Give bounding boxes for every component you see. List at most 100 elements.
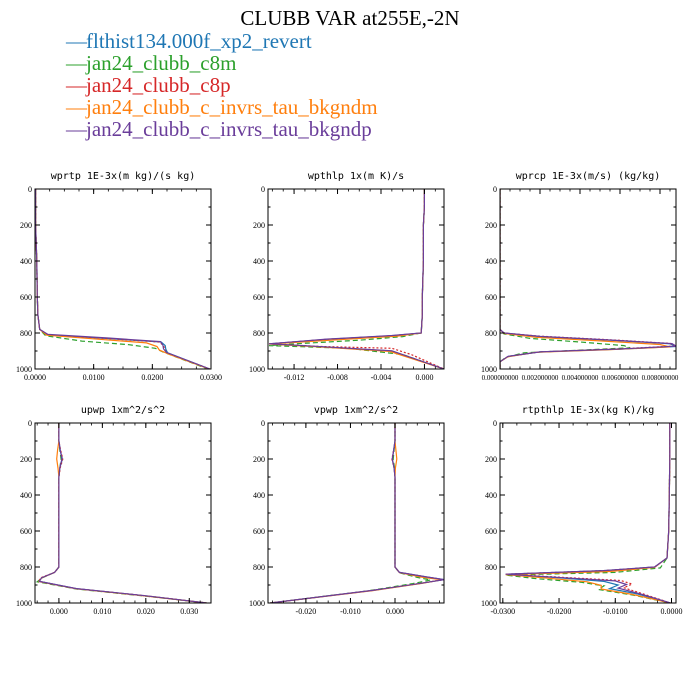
x-tick-label: 0.004000000 xyxy=(562,374,599,382)
y-tick-label: 400 xyxy=(253,257,265,266)
y-tick-label: 600 xyxy=(485,527,497,536)
x-tick-label: 0.0000 xyxy=(24,373,46,382)
x-tick-label: 0.0300 xyxy=(200,373,222,382)
chart-panel: upwp 1xm^2/s^2 0 200 400 600 800 1000 0.000 0.01… xyxy=(16,405,212,616)
y-tick-label: 600 xyxy=(20,293,32,302)
x-tick-label: 0.000 xyxy=(415,373,433,382)
legend-label: jan24_clubb_c_invrs_tau_bkgndm xyxy=(86,95,378,119)
series-line xyxy=(500,189,676,369)
y-tick-label: 0 xyxy=(261,419,265,428)
legend-label: jan24_clubb_c8p xyxy=(86,73,231,97)
legend-line: — xyxy=(66,29,87,53)
y-tick-label: 600 xyxy=(485,293,497,302)
y-tick-label: 800 xyxy=(20,329,32,338)
y-tick-label: 200 xyxy=(485,221,497,230)
series-line xyxy=(270,423,431,603)
y-tick-label: 800 xyxy=(485,329,497,338)
panel-title: rtpthlp 1E-3x(kg K)/kg xyxy=(522,405,654,416)
series-line xyxy=(38,423,207,603)
x-tick-label: 0.020 xyxy=(137,607,155,616)
legend-label: jan24_clubb_c_invrs_tau_bkgndp xyxy=(86,117,372,141)
x-tick-label: 0.000 xyxy=(50,607,68,616)
y-tick-label: 400 xyxy=(20,257,32,266)
x-tick-label: 0.002000000 xyxy=(522,374,559,382)
x-tick-label: -0.0200 xyxy=(547,607,572,616)
x-tick-label: -0.010 xyxy=(340,607,361,616)
y-tick-label: 800 xyxy=(253,563,265,572)
series-group xyxy=(505,423,671,603)
series-line xyxy=(270,423,442,603)
x-tick-label: -0.0100 xyxy=(603,607,628,616)
series-line xyxy=(505,423,671,603)
chart-panel: wpthlp 1x(m K)/s 0 200 400 600 800 1000 -0.012 -… xyxy=(249,171,445,382)
panel-title: wprcp 1E-3x(m/s) (kg/kg) xyxy=(516,171,661,182)
y-tick-label: 200 xyxy=(20,455,32,464)
chart-panel: rtpthlp 1E-3x(kg K)/kg02004006008001000-… xyxy=(481,405,683,616)
y-tick-label: 600 xyxy=(20,527,32,536)
legend-item: —jan24_clubb_c_invrs_tau_bkgndm xyxy=(66,96,378,118)
legend-line: — xyxy=(66,73,87,97)
y-tick-label: 0 xyxy=(261,185,265,194)
y-tick-label: 400 xyxy=(253,491,265,500)
y-tick-label: 1000 xyxy=(481,599,497,608)
legend-item: —flthist134.000f_xp2_revert xyxy=(66,30,378,52)
y-tick-label: 200 xyxy=(20,221,32,230)
legend-label: jan24_clubb_c8m xyxy=(86,51,237,75)
y-tick-label: 400 xyxy=(485,491,497,500)
legend-line: — xyxy=(66,117,87,141)
series-line xyxy=(35,189,210,369)
series-line xyxy=(269,189,444,369)
series-group xyxy=(35,423,207,603)
series-line xyxy=(35,423,207,603)
legend-item: —jan24_clubb_c_invrs_tau_bkgndp xyxy=(66,118,378,140)
series-line xyxy=(35,189,211,369)
y-tick-label: 800 xyxy=(485,563,497,572)
legend-item: —jan24_clubb_c8p xyxy=(66,74,378,96)
series-group xyxy=(269,189,444,369)
chart-panel: vpwp 1xm^2/s^2 0 200 400 600 800 1000 -0.020 -0.… xyxy=(249,405,445,616)
x-tick-label: 0.000000000 xyxy=(482,374,519,382)
panel-title: wprtp 1E-3x(m kg)/(s kg) xyxy=(51,171,196,182)
panel-title: upwp 1xm^2/s^2 xyxy=(81,405,165,416)
y-tick-label: 1000 xyxy=(481,365,497,374)
x-tick-label: -0.004 xyxy=(371,373,392,382)
x-tick-label: 0.0000 xyxy=(661,607,683,616)
panel-title: wpthlp 1x(m K)/s xyxy=(308,171,404,182)
y-tick-label: 800 xyxy=(253,329,265,338)
x-tick-label: -0.012 xyxy=(284,373,305,382)
y-tick-label: 200 xyxy=(253,455,265,464)
x-tick-label: -0.020 xyxy=(296,607,317,616)
series-line xyxy=(270,423,444,603)
panel-title: vpwp 1xm^2/s^2 xyxy=(314,405,398,416)
chart-panel: wprtp 1E-3x(m kg)/(s kg) 0 200 400 600 800 100… xyxy=(16,171,222,382)
series-line xyxy=(37,423,207,603)
series-line xyxy=(38,423,207,603)
y-tick-label: 1000 xyxy=(16,599,32,608)
y-tick-label: 600 xyxy=(253,293,265,302)
y-tick-label: 1000 xyxy=(249,599,265,608)
series-line xyxy=(500,189,631,369)
x-tick-label: -0.008 xyxy=(327,373,348,382)
y-tick-label: 400 xyxy=(20,491,32,500)
x-tick-label: -0.0300 xyxy=(490,607,515,616)
y-tick-label: 400 xyxy=(485,257,497,266)
series-line xyxy=(35,189,209,369)
x-tick-label: 0.010 xyxy=(93,607,111,616)
y-tick-label: 0 xyxy=(28,185,32,194)
series-group xyxy=(270,423,444,603)
legend-line: — xyxy=(66,51,87,75)
series-line xyxy=(35,189,211,369)
y-tick-label: 0 xyxy=(28,419,32,428)
series-group xyxy=(500,189,676,369)
y-tick-label: 1000 xyxy=(249,365,265,374)
y-tick-label: 1000 xyxy=(16,365,32,374)
series-group xyxy=(35,189,211,369)
x-tick-label: 0.030 xyxy=(180,607,198,616)
plot-frame xyxy=(34,188,212,370)
x-tick-label: 0.006000000 xyxy=(602,374,639,382)
x-tick-label: 0.008000000 xyxy=(642,374,679,382)
y-tick-label: 600 xyxy=(253,527,265,536)
y-tick-label: 0 xyxy=(493,419,497,428)
legend-label: flthist134.000f_xp2_revert xyxy=(86,29,312,53)
